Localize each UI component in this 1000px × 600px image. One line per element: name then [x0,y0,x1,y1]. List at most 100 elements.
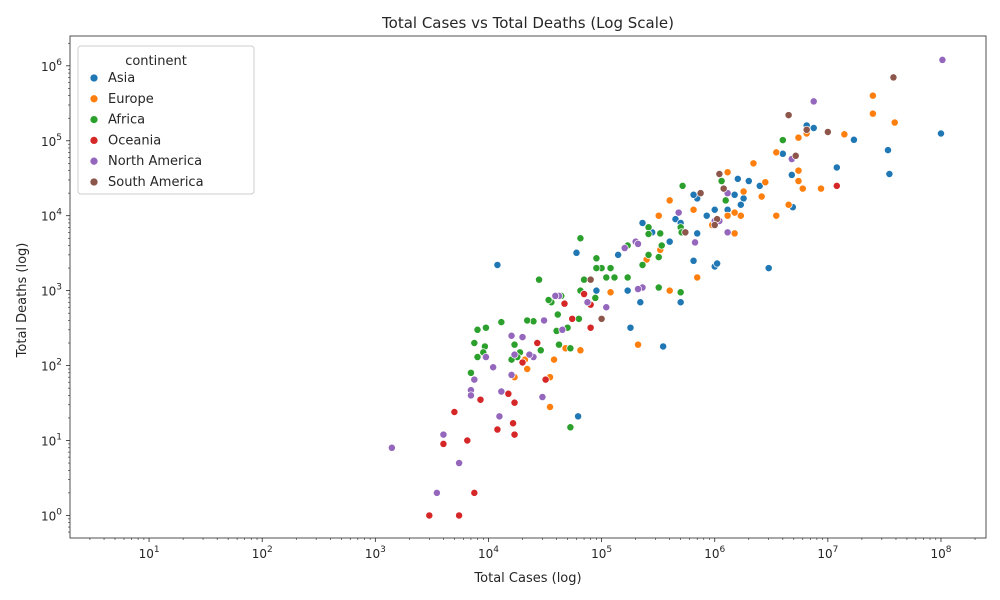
data-point [583,298,592,307]
x-tick-label: 101 [139,545,160,561]
data-point [592,264,601,273]
data-point [518,333,527,342]
legend-marker [89,94,99,104]
series-asia [493,121,945,421]
data-point [586,275,595,284]
data-point [689,190,698,199]
data-point [644,223,653,232]
data-point [489,363,498,372]
data-point [497,318,506,327]
data-point [510,340,519,349]
data-point [523,316,532,325]
data-point [541,375,550,384]
data-point [509,419,518,428]
data-point [730,190,739,199]
data-point [696,189,705,198]
data-point [761,178,770,187]
data-point [493,425,502,434]
series-north-america [387,55,947,497]
data-point [606,288,615,297]
data-point [890,118,899,127]
series-oceania [425,181,841,520]
data-point [546,403,554,411]
data-point [840,130,849,139]
data-point [523,365,532,373]
data-point [884,146,892,155]
data-point [715,170,724,178]
y-tick-label: 104 [41,208,62,224]
data-point [744,177,753,185]
data-point [736,200,745,209]
data-point [507,370,516,379]
data-point [757,192,766,201]
data-point [533,339,542,347]
data-point [623,286,632,295]
data-point [654,253,663,262]
data-point [606,264,615,273]
data-point [576,346,585,355]
data-point [784,200,793,209]
x-axis: 101 102 103 104 105 106 107 108 [89,538,976,561]
data-point [832,181,841,190]
x-tick-label: 108 [930,545,951,561]
data-point [656,229,665,238]
data-point [778,149,787,158]
data-point [693,273,702,282]
data-point [586,323,595,332]
data-point [638,219,647,227]
data-point [550,355,559,364]
data-point [719,184,728,193]
data-point [794,177,803,185]
data-point [580,290,589,299]
data-point [602,273,611,282]
data-point [466,391,475,400]
data-point [525,350,534,359]
data-point [574,314,583,323]
series-south-america [586,73,898,323]
data-point [592,254,601,263]
data-point [849,135,858,144]
data-point [723,211,732,220]
data-point [691,238,700,247]
data-point [497,387,506,396]
data-point [481,353,490,361]
data-point [733,174,742,183]
x-tick-label: 107 [817,545,838,561]
data-point [425,511,434,520]
legend-marker [89,136,99,145]
data-point [493,261,502,269]
data-point [710,221,719,230]
data-point [791,151,800,160]
data-point [868,109,877,118]
data-point [659,342,668,351]
data-point [450,408,459,416]
legend-label: Asia [108,71,135,86]
y-tick-label: 102 [41,358,62,374]
chart-title: Total Cases vs Total Deaths (Log Scale) [381,14,674,32]
data-point [591,293,600,302]
data-point [868,91,877,100]
data-point [481,323,490,332]
plot-frame [69,35,987,539]
data-point [470,339,479,347]
data-point [439,430,448,439]
data-point [693,229,702,238]
data-point [439,439,448,448]
data-point [778,136,787,145]
x-tick-label: 104 [478,545,499,561]
data-point [592,286,601,295]
legend-label: North America [108,154,202,169]
legend-label: Europe [108,92,154,107]
data-point [772,148,781,157]
data-point [473,325,482,334]
data-point [504,389,513,398]
y-tick-label: 105 [41,133,62,149]
legend-marker [89,177,99,187]
series-europe [510,91,899,411]
points-layer [387,55,947,520]
data-point [535,275,544,284]
legend-marker [89,73,99,83]
data-point [623,273,632,282]
x-axis-label: Total Cases (log) [473,571,581,586]
data-point [937,129,945,138]
